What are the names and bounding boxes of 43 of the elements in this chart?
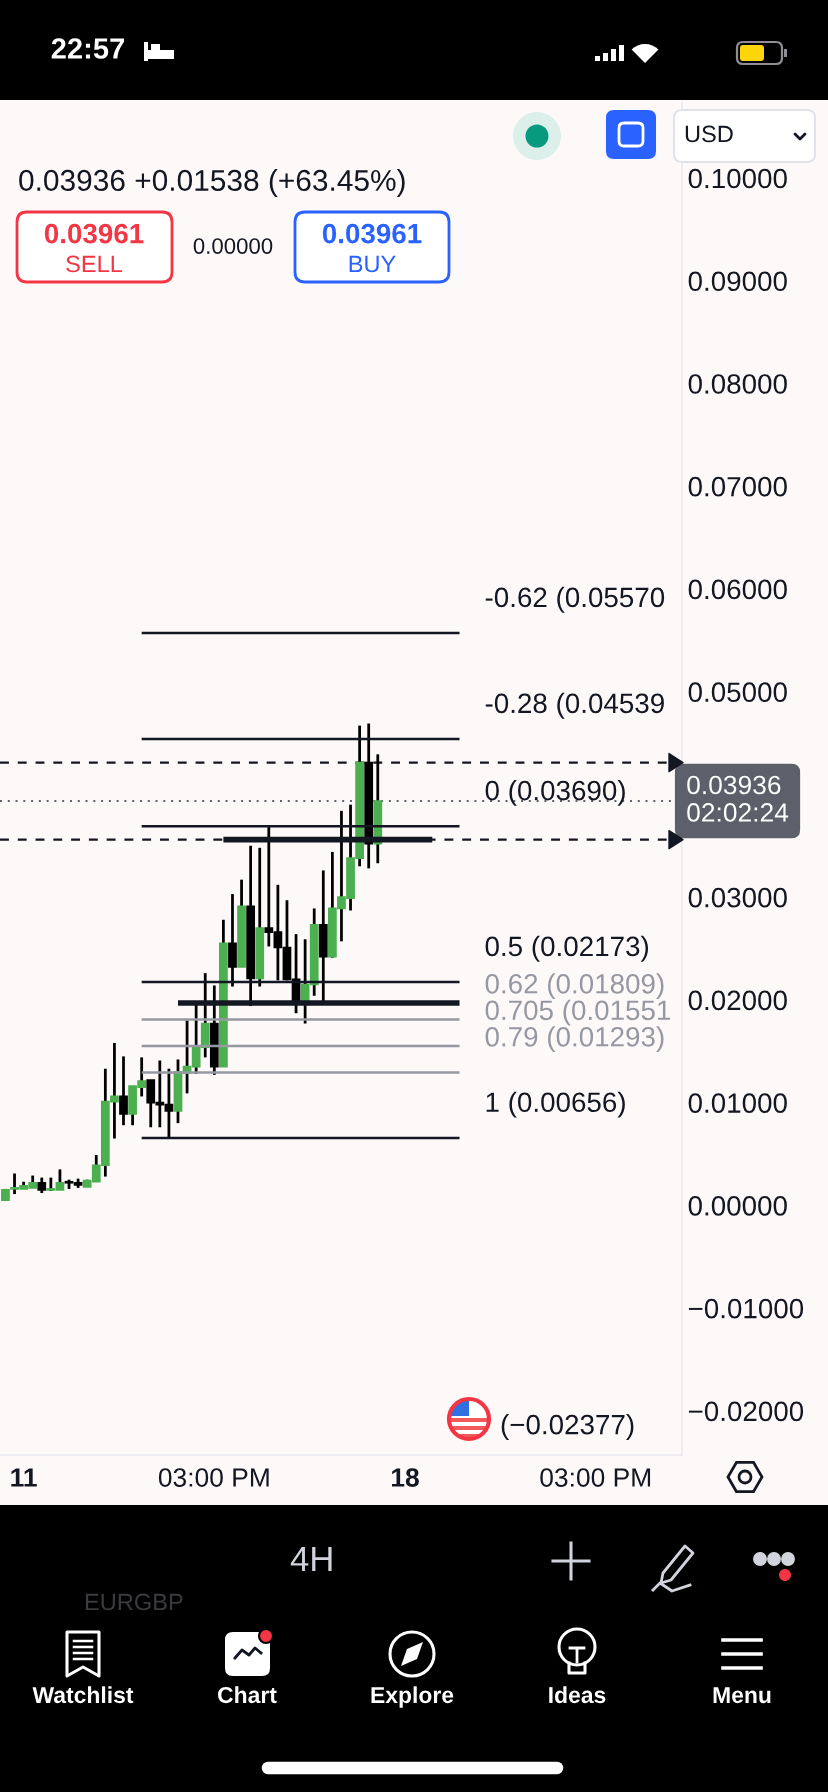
y-tick-label: 0.00000: [688, 1196, 787, 1216]
text: Menu: [713, 1687, 771, 1704]
text: USD: [685, 125, 733, 143]
y-tick-label: −0.02000: [688, 1401, 804, 1422]
candlestick: [228, 892, 237, 988]
text: Explore: [371, 1686, 454, 1708]
series-label: 0 (0.03690): [485, 779, 625, 806]
y-tick-label: 0.06000: [688, 579, 787, 600]
annotation: 0.00000: [193, 238, 273, 254]
y-tick-label: 0.07000: [688, 476, 787, 497]
x-tick-label: 03:00 PM: [540, 1468, 651, 1487]
y-tick-label: −0.01000: [688, 1298, 804, 1319]
x-tick-label: 18: [392, 1468, 419, 1487]
y-tick-label: 0.10000: [688, 168, 787, 189]
y-tick-label: 0.08000: [688, 374, 787, 394]
text: 4H: [290, 1547, 332, 1571]
series-label: 0.62 (0.01809): [485, 973, 664, 1000]
y-tick-label: 0.03000: [688, 887, 787, 908]
text: Chart: [218, 1686, 277, 1704]
series-label: -0.62 (0.05570: [485, 586, 665, 613]
series-label: 0.5 (0.02173): [485, 935, 649, 962]
annotation: (−0.02377): [501, 1414, 634, 1440]
series-label: 1 (0.00656): [486, 1091, 625, 1118]
annotation: 0.03961: [322, 223, 422, 244]
y-tick-label: 0.05000: [688, 682, 787, 703]
ref-line-label: 0.03936 02:02:24: [687, 775, 789, 822]
text: Watchlist: [32, 1686, 134, 1704]
series-label: 0.705 (0.01551: [485, 999, 671, 1026]
y-tick-label: 0.09000: [688, 271, 787, 292]
annotation: BUY: [349, 255, 396, 273]
x-tick-label: 03:00 PM: [158, 1468, 269, 1487]
text: EURGBP: [85, 1593, 183, 1611]
annotation: SELL: [66, 255, 123, 273]
annotation: 0.03961: [44, 223, 144, 244]
y-tick-label: 0.01000: [688, 1093, 787, 1113]
x-tick-label: 11: [11, 1468, 37, 1487]
series-label: 0.79 (0.01293): [485, 1026, 664, 1053]
series-label: -0.28 (0.04539: [485, 692, 664, 719]
text: 0.03936 +0.01538 (+63.45%): [19, 169, 405, 197]
text: Ideas: [549, 1686, 606, 1704]
candlestick: [119, 1055, 128, 1127]
text: 22:57: [51, 38, 125, 59]
y-tick-label: 0.02000: [688, 990, 787, 1011]
